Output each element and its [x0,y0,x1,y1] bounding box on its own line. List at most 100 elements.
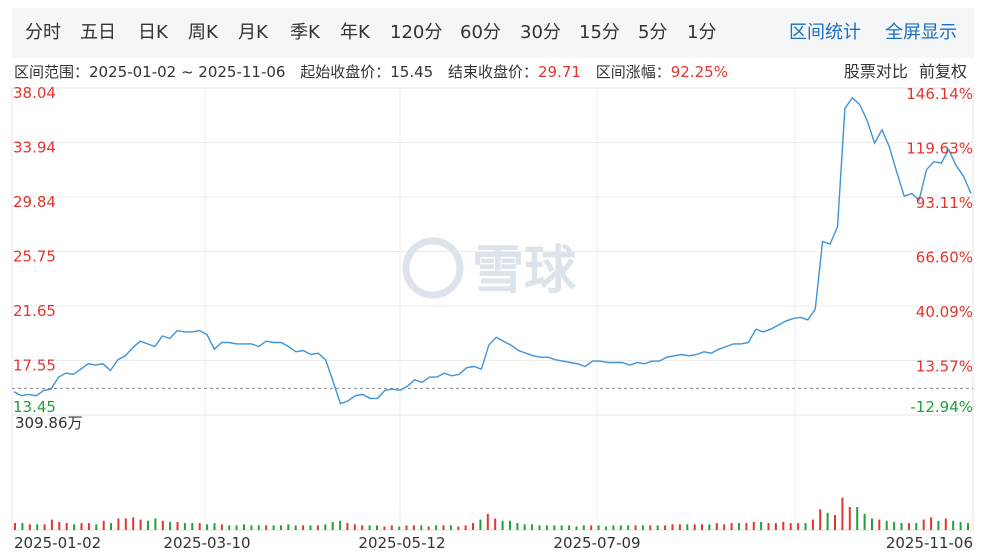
volume-bar [87,523,90,530]
volume-bar [509,520,511,530]
volume-bar [730,523,733,530]
volume-bar [789,523,792,530]
tab-weekly-k[interactable]: 周K [188,22,218,43]
tab-yearly-k[interactable]: 年K [340,22,370,43]
period-tab-bar: 分时 五日 日K 周K 月K 季K 年K 120分 60分 30分 15分 5分… [12,8,974,58]
volume-bar [767,523,770,530]
volume-bar [930,517,933,531]
volume-bar [693,524,696,531]
volume-bar [265,525,268,530]
fullscreen-button[interactable]: 全屏显示 [885,22,957,43]
volume-bar [590,525,593,530]
tab-1min[interactable]: 1分 [687,22,717,43]
pct-tick-label: -12.94% [910,398,973,416]
volume-bar [21,523,24,530]
volume-max-label: 309.86万 [15,414,83,432]
tab-30min[interactable]: 30分 [520,22,561,43]
volume-bar [368,525,371,530]
tab-15min[interactable]: 15分 [579,22,620,43]
price-tick-label: 25.75 [13,248,56,266]
volume-bar [671,524,674,531]
volume-bar [228,525,231,530]
volume-bar [257,525,260,530]
volume-bar [213,523,216,530]
volume-bar [856,507,859,530]
volume-bar [390,525,393,530]
volume-bar [412,525,415,530]
volume-bar [649,525,652,530]
tab-intraday[interactable]: 分时 [25,22,61,43]
volume-bar [871,518,873,530]
volume-bar [774,523,777,530]
volume-bar [922,519,925,530]
volume-bar [804,523,807,530]
tab-60min[interactable]: 60分 [460,22,501,43]
volume-bar [605,526,607,530]
volume-bar [65,523,68,530]
volume-bar [848,507,851,530]
volume-bar [420,525,423,530]
tab-monthly-k[interactable]: 月K [238,22,268,43]
end-close-label: 结束收盘价： [448,63,539,81]
volume-bar [738,523,740,530]
price-tick-label: 38.04 [13,84,56,102]
tab-120min[interactable]: 120分 [390,22,443,43]
tab-5min[interactable]: 5分 [638,22,668,43]
watermark-circle [402,237,464,299]
date-tick-label: 2025-01-02 [14,534,101,552]
volume-bar [907,523,910,530]
volume-bar [154,518,157,530]
volume-bar [619,525,622,530]
range-stats-button[interactable]: 区间统计 [789,22,861,43]
date-tick-label: 2025-11-06 [886,534,973,552]
volume-bar [885,520,888,530]
volume-bar [331,522,334,531]
pct-tick-label: 66.60% [916,249,973,267]
range-label: 区间范围： [14,63,90,81]
price-tick-label: 17.55 [13,357,56,375]
volume-bar [176,522,179,531]
volume-bar [560,525,563,530]
volume-bar [545,525,548,530]
volume-bar [294,525,297,530]
volume-bar [110,523,112,530]
range-change-value: 92.25% [670,63,728,81]
volume-bar [686,524,689,531]
volume-bar [95,524,98,531]
tab-quarterly-k[interactable]: 季K [290,22,320,43]
volume-bar [139,519,142,530]
volume-bar [102,520,105,530]
date-tick-label: 2025-07-09 [553,534,640,552]
volume-bar [501,520,504,530]
chart-toggles: 股票对比 前复权 [838,60,967,84]
volume-bar [383,526,386,530]
volume-bar [191,523,194,530]
volume-bar [701,524,703,531]
range-info-row: 区间范围：2025-01-02 ~ 2025-11-06 起始收盘价：15.45… [14,60,728,84]
stock-compare-toggle[interactable]: 股票对比 [843,62,908,81]
volume-bar [915,523,918,530]
volume-bar [272,525,275,530]
volume-bar [442,525,445,530]
volume-bar [952,520,955,530]
volume-bar [14,523,16,530]
volume-bar [612,525,615,530]
volume-bar [479,519,482,530]
volume-bar [834,515,836,530]
volume-bar [627,525,630,530]
start-close-value: 15.45 [390,63,434,81]
volume-bar [553,525,556,530]
volume-bar [826,512,829,531]
volume-bar [28,524,31,531]
forward-adjust-toggle[interactable]: 前复权 [918,62,967,81]
volume-bar [494,518,497,530]
tab-five-day[interactable]: 五日 [80,22,116,43]
pct-tick-label: 13.57% [916,358,973,376]
volume-bar [782,522,785,531]
volume-bar [169,522,172,531]
volume-bar [280,525,282,530]
start-close-label: 起始收盘价： [300,63,391,81]
volume-bar [287,524,290,531]
tab-daily-k[interactable]: 日K [138,22,168,43]
volume-bar [811,519,814,530]
